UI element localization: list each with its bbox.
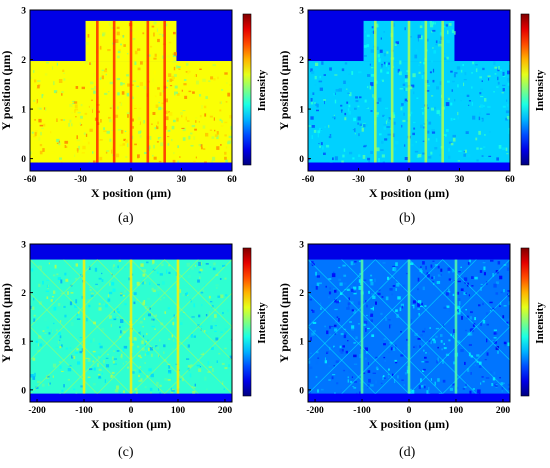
y-tick-label: 2	[21, 289, 26, 299]
y-tick-label: 1	[299, 106, 304, 116]
y-axis-label: Y position (μm)	[277, 283, 291, 363]
y-tick-label: 3	[21, 7, 26, 17]
heatmap-panel-2: -60 -30 0 30 60 0 1 2 3 X position (μm) Y position…	[277, 7, 546, 201]
streak-4	[424, 20, 428, 163]
y-tick-label: 3	[299, 7, 304, 17]
y-tick-label: 3	[21, 241, 26, 251]
y-tick-label: 1	[21, 106, 26, 116]
heatmap-panel-4: -200 -100 0 100 200 0 1 2 3 X position (μm) Y posi…	[277, 241, 546, 432]
heatmap-field	[30, 10, 232, 171]
x-axis-label: X position (μm)	[91, 417, 171, 431]
colorbar-label: Intensity	[534, 302, 546, 344]
x-tick-label: 0	[407, 406, 412, 416]
x-tick-label: -60	[302, 175, 315, 185]
y-tick-label: 2	[21, 56, 26, 66]
colorbar-label: Intensity	[534, 69, 546, 111]
panel-label-d: (d)	[399, 445, 416, 460]
heatmap-panel-1: -60 -30 0 30 60 0 1 2 3 X position (μm) Y position…	[0, 7, 268, 201]
x-tick-label: -30	[74, 175, 87, 185]
x-tick-label: -60	[24, 175, 37, 185]
x-tick-label: 60	[505, 175, 515, 185]
y-tick-label: 2	[299, 56, 304, 66]
y-tick-label: 0	[299, 155, 304, 165]
y-tick-label: 0	[299, 386, 304, 396]
y-tick-label: 0	[21, 386, 26, 396]
x-tick-label: 100	[171, 406, 186, 416]
heatmap-field	[30, 244, 232, 402]
streak-2	[112, 20, 116, 163]
x-tick-label: 30	[177, 175, 187, 185]
y-tick-label: 3	[299, 241, 304, 251]
x-axis-label: X position (μm)	[91, 186, 171, 200]
x-tick-label: 0	[407, 175, 412, 185]
streak-3	[407, 20, 411, 163]
colorbar	[520, 13, 530, 166]
heatmap-field	[308, 244, 510, 402]
x-axis-label: X position (μm)	[369, 186, 449, 200]
x-tick-label: 200	[218, 406, 233, 416]
streak-1	[374, 20, 377, 163]
heatmap-panel-3: -200 -100 0 100 200 0 1 2 3 X position (μm) Y posi…	[0, 241, 268, 432]
streak-2	[390, 20, 394, 163]
colorbar	[242, 13, 252, 166]
y-axis-label: Y position (μm)	[0, 283, 13, 363]
panel-label-c: (c)	[118, 445, 134, 460]
streak-3	[176, 259, 180, 394]
x-tick-label: -30	[352, 175, 365, 185]
x-tick-label: 200	[496, 406, 511, 416]
y-axis-label: Y position (μm)	[277, 51, 291, 131]
x-tick-label: 0	[129, 406, 134, 416]
streak-1	[360, 259, 364, 394]
colorbar-label: Intensity	[256, 69, 268, 111]
streak-5	[441, 20, 444, 163]
y-tick-label: 0	[21, 155, 26, 165]
colorbar-label: Intensity	[256, 302, 268, 344]
x-tick-label: 60	[227, 175, 237, 185]
x-axis-label: X position (μm)	[369, 417, 449, 431]
panel-label-a: (a)	[118, 211, 134, 226]
heatmap-field	[308, 10, 510, 171]
streak-2	[129, 259, 133, 394]
streak-4	[146, 20, 150, 163]
streak-3	[129, 20, 133, 163]
streak-1	[82, 259, 86, 394]
x-tick-label: 30	[455, 175, 465, 185]
y-tick-label: 2	[299, 289, 304, 299]
x-tick-label: 0	[129, 175, 134, 185]
colorbar	[520, 247, 530, 397]
y-tick-label: 1	[299, 338, 304, 348]
x-tick-label: 100	[449, 406, 464, 416]
streak-3	[454, 259, 458, 394]
streak-1	[96, 20, 99, 163]
x-tick-label: -100	[75, 406, 93, 416]
x-tick-label: -200	[28, 406, 46, 416]
y-axis-label: Y position (μm)	[0, 51, 13, 131]
streak-2	[407, 259, 411, 394]
y-tick-label: 1	[21, 338, 26, 348]
x-tick-label: -200	[306, 406, 324, 416]
x-tick-label: -100	[353, 406, 371, 416]
colorbar	[242, 247, 252, 397]
panel-label-b: (b)	[399, 211, 416, 226]
streak-5	[163, 20, 166, 163]
